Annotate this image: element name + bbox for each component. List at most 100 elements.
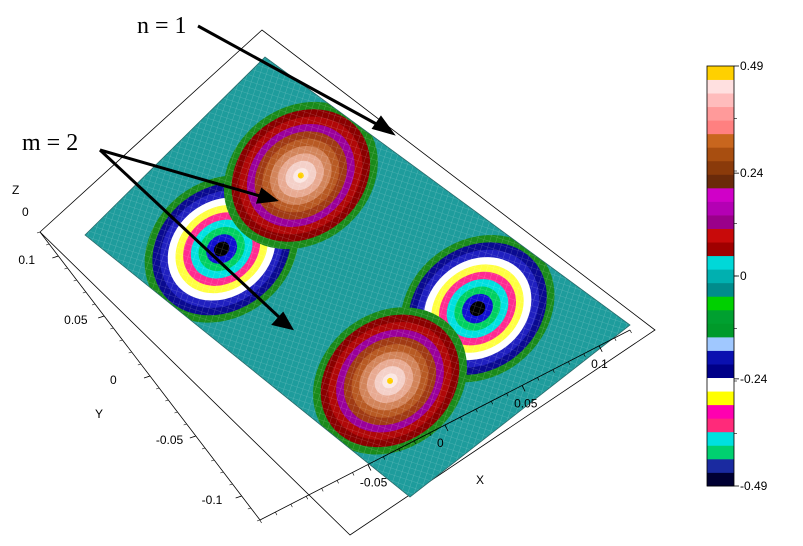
colorbar-segment [707, 215, 734, 229]
x-minor-tick [383, 456, 386, 460]
colorbar-tick-label: 0 [740, 269, 747, 283]
colorbar-segment [707, 93, 734, 108]
z-axis-label: Z [12, 183, 19, 197]
y-minor-tick [211, 459, 215, 462]
arrow-m-upper-head [255, 187, 279, 204]
y-minor-tick [128, 351, 132, 354]
y-minor-tick [201, 447, 206, 450]
colorbar-segment [707, 201, 734, 216]
y-minor-tick [110, 327, 114, 330]
arrow-m-lower-head [271, 311, 295, 331]
arrow-n-head [371, 115, 396, 136]
colorbar-tick-label: 0.24 [740, 166, 764, 180]
colorbar-segment [707, 147, 734, 162]
colorbar-tick-label: -0.49 [740, 479, 768, 493]
annotation-arrows [98, 24, 396, 331]
colorbar-segment [707, 66, 734, 80]
y-tick-label: 0.05 [64, 313, 88, 327]
colorbar-segment [707, 187, 734, 202]
x-minor-tick [290, 504, 293, 508]
colorbar-segment [707, 282, 734, 297]
x-minor-tick [336, 480, 339, 484]
colorbar-segment [707, 174, 734, 189]
y-minor-tick [64, 267, 68, 270]
colorbar-segment [707, 242, 734, 257]
y-minor-tick [137, 363, 141, 366]
colorbar-tick-label: -0.24 [740, 372, 768, 386]
y-tick-label: 0.1 [18, 253, 35, 267]
colorbar-segment [707, 120, 734, 135]
arrow-m-upper [99, 148, 261, 198]
y-minor-tick [101, 315, 105, 318]
y-minor-tick [247, 507, 251, 510]
x-minor-tick [598, 345, 601, 349]
colorbar-segment [707, 445, 734, 460]
x-minor-tick [305, 496, 309, 500]
x-minor-tick [552, 369, 555, 373]
arrow-m-lower [98, 148, 282, 320]
y-tick-label: 0 [110, 373, 117, 387]
x-tick-label: 0.1 [591, 357, 608, 371]
colorbar-segment [707, 336, 734, 351]
colorbar-segment [707, 323, 734, 338]
x-minor-tick [629, 329, 632, 334]
x-minor-tick [367, 464, 370, 468]
colorbar-segment [707, 431, 734, 446]
x-tick-label: 0 [437, 436, 444, 450]
y-minor-tick [256, 519, 261, 522]
y-minor-tick [192, 435, 196, 438]
z-tick-label: 0 [22, 205, 29, 219]
x-minor-tick [259, 519, 262, 524]
annotation-n: n = 1 [137, 13, 187, 39]
x-minor-tick [352, 472, 355, 476]
colorbar-segment [707, 364, 734, 379]
y-minor-tick [146, 375, 151, 378]
colorbar-segment [707, 79, 734, 94]
plate-outline [84, 56, 631, 498]
y-minor-tick [238, 495, 242, 498]
colorbar-segment [707, 269, 734, 284]
colorbar-segment [707, 228, 734, 243]
x-tick-label: 0.05 [514, 396, 538, 410]
y-minor-tick [220, 471, 224, 474]
y-minor-tick [36, 231, 41, 234]
x-minor-tick [506, 393, 509, 397]
y-axis-label: Y [95, 407, 103, 421]
x-minor-tick [413, 440, 416, 444]
x-minor-tick [460, 416, 463, 421]
annotation-m: m = 2 [22, 130, 78, 156]
y-minor-tick [82, 291, 86, 294]
colorbar-ticks: 0.49 0.24 0 -0.24 -0.49 [734, 59, 768, 493]
x-minor-tick [321, 488, 324, 492]
y-minor-tick [46, 243, 50, 246]
colorbar-segment [707, 309, 734, 324]
colorbar-segment [707, 350, 734, 365]
x-axis-label: X [476, 473, 484, 487]
y-ticks: 0.1 0.05 0 -0.05 -0.1 [18, 231, 261, 522]
colorbar-segment [707, 377, 734, 392]
y-minor-tick [229, 483, 233, 486]
x-minor-tick [521, 385, 524, 389]
colorbar-segment [707, 255, 734, 270]
y-tick-label: -0.1 [202, 493, 223, 507]
x-minor-tick [398, 448, 401, 452]
y-tick-label: -0.05 [156, 433, 184, 447]
y-minor-tick [156, 387, 160, 390]
colorbar-segment [707, 160, 734, 175]
colorbar-segment [707, 458, 734, 473]
x-minor-tick [444, 424, 447, 429]
y-minor-tick [73, 279, 77, 282]
x-minor-tick [275, 511, 278, 516]
x-minor-tick [583, 353, 586, 357]
y-minor-tick [165, 399, 169, 402]
x-minor-tick [537, 377, 540, 381]
x-tick-label: -0.05 [360, 476, 388, 490]
x-ticks: -0.05 0 0.05 0.1 [259, 329, 632, 524]
colorbar [706, 65, 735, 487]
x-minor-tick [568, 361, 571, 365]
y-minor-tick [174, 411, 178, 414]
x-minor-tick [490, 401, 494, 405]
colorbar-segment [707, 296, 734, 311]
colorbar-tick-label: 0.49 [740, 59, 764, 73]
